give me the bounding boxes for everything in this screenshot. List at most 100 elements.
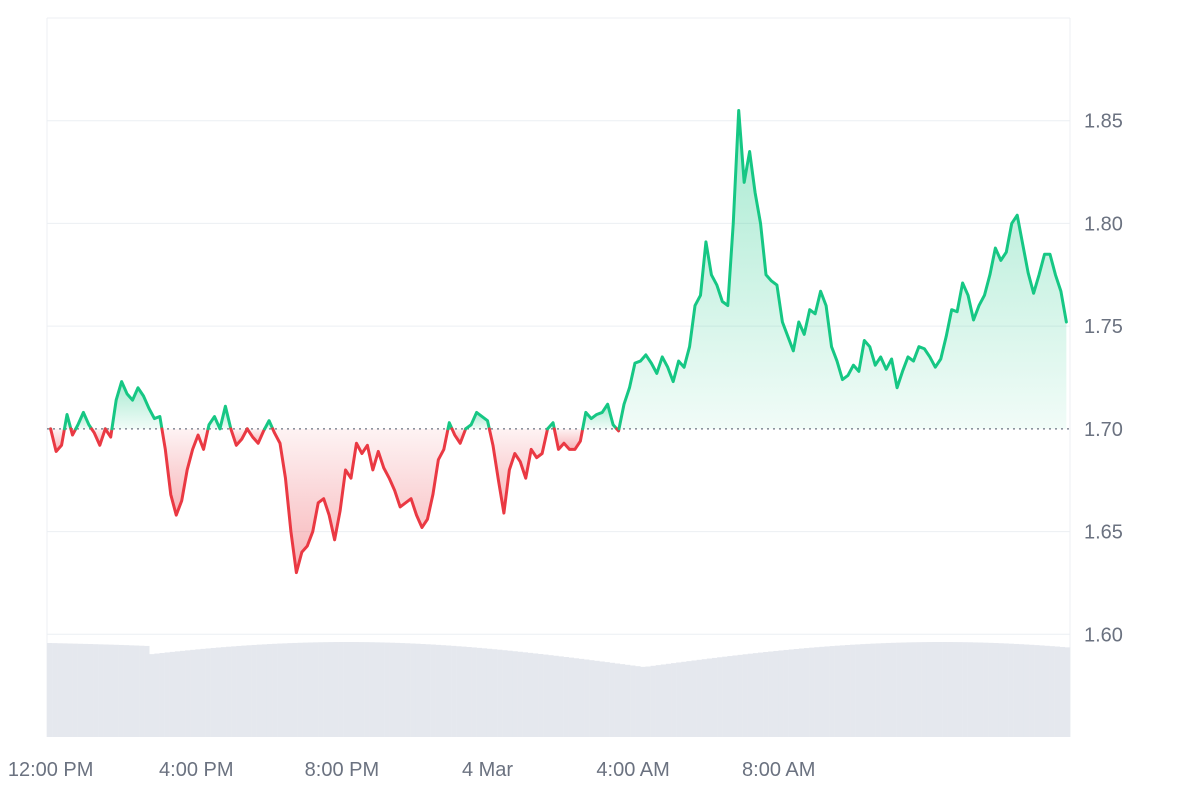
price-point — [880, 356, 882, 358]
volume-bar — [972, 642, 979, 737]
volume-bar — [87, 644, 94, 737]
volume-bar — [962, 642, 968, 737]
price-point — [694, 305, 696, 307]
volume-bar — [312, 642, 319, 737]
price-line-up — [74, 410, 94, 431]
price-point — [410, 498, 412, 500]
price-point — [956, 311, 958, 313]
volume-bar — [205, 648, 211, 737]
volume-bar — [282, 643, 288, 737]
volume-bar — [1064, 647, 1071, 737]
price-point — [934, 366, 936, 368]
volume-bar — [1054, 646, 1060, 737]
price-point — [465, 428, 467, 430]
volume-bar — [993, 643, 999, 737]
area-fill-below — [230, 428, 248, 446]
volume-bar — [983, 642, 989, 737]
price-point — [732, 222, 734, 224]
volume-bar — [139, 645, 145, 737]
price-point — [705, 241, 707, 243]
price-point — [388, 477, 390, 479]
volume-bar — [834, 645, 841, 737]
volume-bar — [154, 653, 160, 737]
volume-bar — [921, 642, 927, 737]
price-point — [973, 319, 975, 321]
price-point — [1005, 251, 1007, 253]
volume-bar — [128, 645, 135, 737]
volume-bar — [164, 652, 170, 737]
price-line-up — [206, 404, 233, 431]
volume-bar — [226, 646, 232, 737]
volume-bar — [875, 643, 881, 737]
volume-bar — [82, 643, 89, 737]
volume-bar — [553, 655, 559, 737]
price-point — [645, 354, 647, 356]
price-point — [224, 405, 226, 407]
price-line-down — [245, 427, 267, 445]
price-line-down — [49, 427, 66, 453]
price-point — [110, 436, 112, 438]
volume-bar — [507, 650, 513, 737]
volume-bar — [169, 651, 176, 737]
volume-bar — [885, 642, 892, 737]
price-point — [208, 424, 210, 426]
price-point — [1060, 290, 1062, 292]
price-point — [497, 479, 499, 481]
price-point — [689, 346, 691, 348]
volume-bar — [466, 647, 472, 737]
price-point — [978, 305, 980, 307]
volume-bar — [241, 645, 247, 737]
volume-bar — [594, 660, 600, 737]
price-point — [88, 424, 90, 426]
price-point — [776, 284, 778, 286]
price-point — [443, 448, 445, 450]
volume-bar — [399, 643, 406, 737]
volume-bar — [1003, 643, 1009, 737]
area-fill-below — [161, 428, 209, 516]
volume-bar — [297, 642, 303, 737]
volume-bar — [947, 642, 953, 737]
volume-bar — [850, 644, 856, 737]
volume-bar — [855, 644, 861, 737]
volume-bar — [333, 642, 339, 737]
volume-bar — [522, 652, 529, 737]
price-point — [93, 432, 95, 434]
volume-bar — [261, 644, 268, 737]
volume-bar — [701, 659, 708, 737]
volume-bar — [103, 644, 109, 737]
volume-bar — [768, 651, 774, 737]
volume-bar — [77, 643, 84, 737]
price-point — [437, 459, 439, 461]
volume-bar — [118, 644, 124, 737]
volume-bars — [47, 642, 1071, 737]
price-point — [945, 335, 947, 337]
price-point — [814, 313, 816, 315]
area-fill-above — [618, 110, 1067, 429]
price-point — [192, 448, 194, 450]
price-point — [312, 531, 314, 533]
price-point — [1011, 222, 1013, 224]
price-point — [476, 411, 478, 413]
x-tick-label: 4 Mar — [462, 759, 513, 781]
volume-bar — [502, 650, 508, 737]
y-tick-label: 1.85 — [1084, 111, 1123, 133]
price-point — [530, 448, 532, 450]
price-point — [334, 539, 336, 541]
volume-bar — [394, 642, 401, 737]
volume-bar — [185, 650, 191, 737]
volume-bar — [236, 645, 242, 737]
price-point — [61, 444, 63, 446]
price-point — [50, 428, 52, 430]
price-point — [951, 309, 953, 311]
area-fills — [50, 110, 1067, 573]
price-point — [836, 360, 838, 362]
volume-bar — [307, 642, 314, 737]
price-point — [820, 290, 822, 292]
volume-bar — [880, 643, 887, 737]
volume-bar — [691, 660, 697, 737]
price-point — [355, 442, 357, 444]
volume-bar — [384, 642, 390, 737]
price-point — [563, 442, 565, 444]
